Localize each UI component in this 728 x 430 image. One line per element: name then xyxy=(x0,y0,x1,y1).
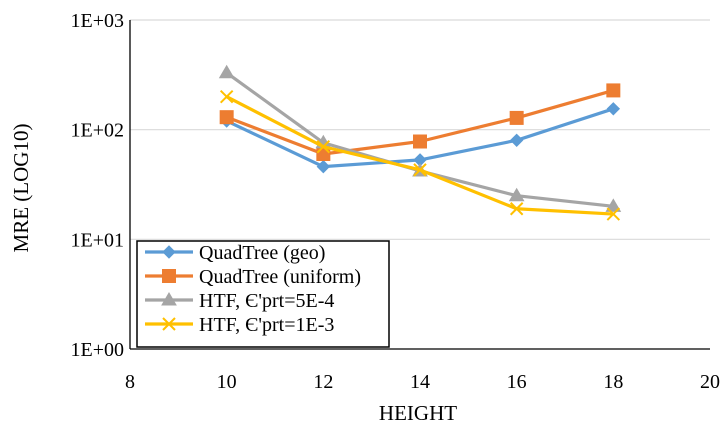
legend: QuadTree (geo)QuadTree (uniform)HTF, Є'p… xyxy=(136,240,390,348)
legend-label: QuadTree (geo) xyxy=(199,242,325,264)
legend-entry: HTF, Є'prt=1E-3 xyxy=(145,314,334,336)
data-point-square xyxy=(606,83,621,98)
data-point-x xyxy=(316,139,331,154)
legend-box xyxy=(136,240,390,348)
legend-entry: QuadTree (geo) xyxy=(145,242,325,264)
legend-label: HTF, Є'prt=5E-4 xyxy=(199,290,334,312)
x-tick-label: 10 xyxy=(217,371,237,393)
legend-label: HTF, Є'prt=1E-3 xyxy=(199,314,334,336)
legend-entry: QuadTree (uniform) xyxy=(145,266,361,288)
series-4 xyxy=(219,89,621,221)
data-point-triangle xyxy=(508,187,525,202)
y-tick-label: 1E+02 xyxy=(71,120,125,142)
data-point-square xyxy=(219,110,234,125)
y-tick-label: 1E+00 xyxy=(71,339,125,361)
x-tick-label: 14 xyxy=(410,371,430,393)
data-point-square xyxy=(413,134,427,149)
x-tick-label: 12 xyxy=(313,371,333,393)
data-point-x-stroke xyxy=(316,139,331,154)
data-point-square xyxy=(509,110,524,125)
x-tick-label: 16 xyxy=(507,371,527,393)
x-axis-title: HEIGHT xyxy=(379,401,457,425)
x-tick-label: 20 xyxy=(700,371,720,393)
plot-area-series xyxy=(218,64,622,221)
data-point-x xyxy=(219,89,234,104)
data-point-square xyxy=(162,269,176,283)
data-point-x-stroke xyxy=(219,89,234,104)
y-axis-title: MRE (LOG10) xyxy=(9,124,33,253)
y-tick-labels: 1E+00 1E+01 1E+02 1E+03 xyxy=(71,10,125,361)
x-tick-label: 8 xyxy=(125,371,135,393)
series-2 xyxy=(219,83,621,161)
data-point-square xyxy=(316,146,331,161)
data-point-x-stroke xyxy=(606,207,621,221)
data-point-diamond xyxy=(509,133,524,148)
y-tick-label: 1E+01 xyxy=(71,229,125,251)
data-point-x xyxy=(162,317,176,331)
data-point-diamond xyxy=(606,102,621,116)
legend-entry: HTF, Є'prt=5E-4 xyxy=(145,290,334,312)
data-point-triangle xyxy=(161,292,177,306)
data-point-x xyxy=(413,163,427,177)
data-point-x xyxy=(509,202,524,216)
y-tick-label: 1E+03 xyxy=(71,10,125,32)
data-point-x-stroke xyxy=(413,163,427,177)
gridlines xyxy=(130,19,710,240)
data-point-diamond xyxy=(162,245,176,259)
series-1 xyxy=(219,102,621,174)
x-tick-labels: 8 10 12 14 16 18 20 xyxy=(125,371,720,393)
x-tick-label: 18 xyxy=(603,371,623,393)
legend-label: QuadTree (uniform) xyxy=(199,266,361,288)
data-point-triangle xyxy=(605,198,622,212)
data-point-x-stroke xyxy=(509,202,524,216)
data-point-x xyxy=(606,207,621,221)
data-point-triangle xyxy=(218,64,235,79)
data-point-x-stroke xyxy=(162,317,176,331)
axes xyxy=(129,20,710,350)
data-point-diamond xyxy=(316,159,331,174)
